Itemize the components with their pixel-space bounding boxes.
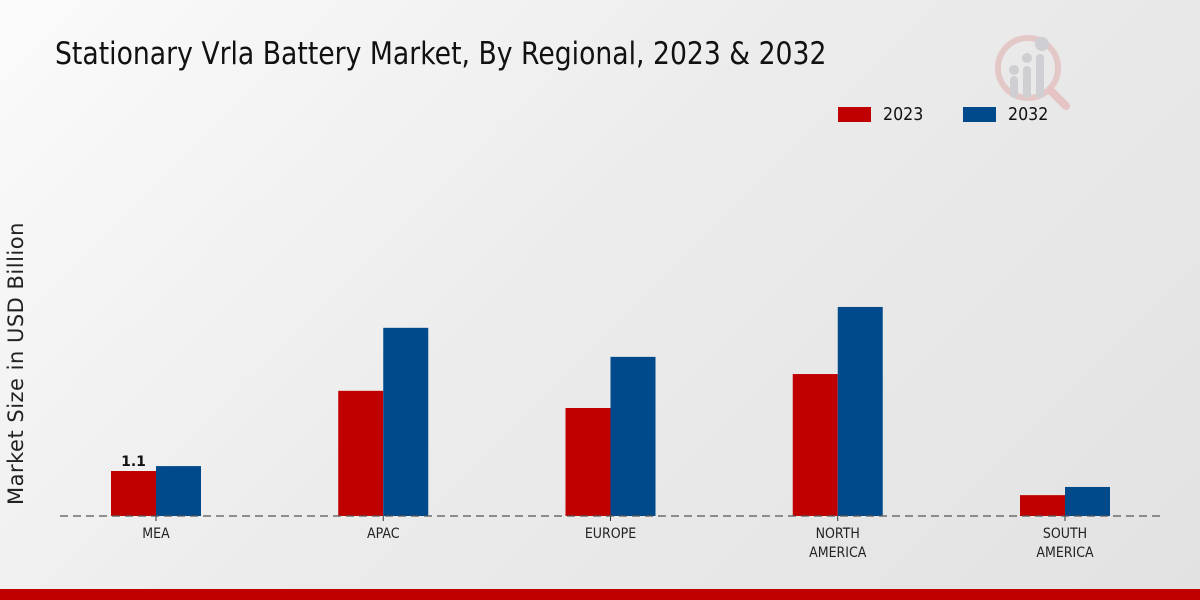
x-tick-label: MEA <box>142 526 169 542</box>
legend-label-2032: 2032 <box>1007 104 1049 125</box>
bar-2032-south-america[interactable] <box>1065 486 1110 516</box>
legend-swatch-2032 <box>962 107 996 122</box>
data-label: 1.1 <box>121 454 146 470</box>
x-tick-label: APAC <box>367 526 400 542</box>
legend-item-2032[interactable]: 2032 <box>962 104 1054 125</box>
x-tick-label: NORTH AMERICA <box>809 526 866 561</box>
bar-2023-south-america[interactable] <box>1020 495 1065 516</box>
bar-2032-mea[interactable] <box>156 466 201 516</box>
bar-2023-mea[interactable] <box>111 471 156 516</box>
bar-2023-europe[interactable] <box>565 408 611 516</box>
logo-icon <box>995 35 1070 110</box>
legend-swatch-2023 <box>838 107 871 122</box>
x-tick-label: EUROPE <box>585 526 636 542</box>
bar-2032-europe[interactable] <box>610 356 656 516</box>
legend-label-2023: 2023 <box>883 104 924 125</box>
legend: 2023 2032 <box>838 104 1088 125</box>
bar-2023-north-america[interactable] <box>792 374 838 516</box>
bar-2032-north-america[interactable] <box>837 306 883 516</box>
bar-2023-apac[interactable] <box>338 390 384 516</box>
bar-2032-apac[interactable] <box>383 327 429 516</box>
footer-band <box>0 589 1200 600</box>
legend-item-2023[interactable]: 2023 <box>838 104 929 125</box>
x-tick-label: SOUTH AMERICA <box>1036 526 1093 561</box>
chart-title: Stationary Vrla Battery Market, By Regio… <box>55 36 827 72</box>
